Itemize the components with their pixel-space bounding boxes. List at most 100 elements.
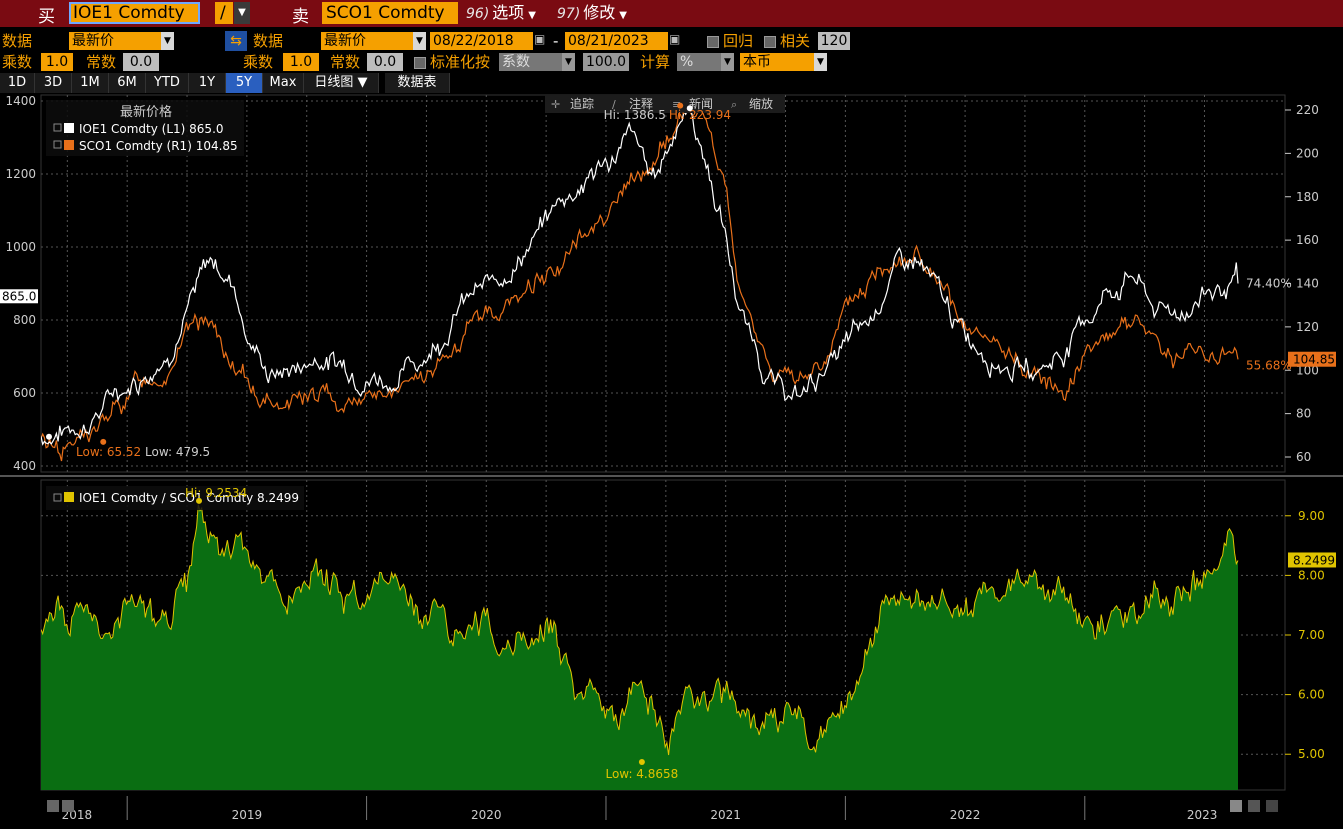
- ratio-legend: [46, 486, 304, 510]
- chart-tools-bar: [545, 95, 785, 113]
- right-tick-label: 120: [1296, 320, 1319, 334]
- legend-expand-icon[interactable]: [53, 493, 62, 502]
- scroll-left-icon[interactable]: [62, 800, 74, 812]
- left-last-value: 865.0: [2, 289, 36, 303]
- ioe-change-label: 74.40%: [1246, 277, 1292, 291]
- calculate-dropdown[interactable]: % ▼: [677, 53, 734, 71]
- right-last-badge: 104.85: [1288, 351, 1336, 367]
- data2-dropdown-value: 最新价: [324, 33, 366, 49]
- ratio-low-label: Low: 4.8658: [605, 767, 678, 781]
- normalize-value-input[interactable]: 100.0: [583, 53, 629, 71]
- chevron-down-icon: ▼: [619, 10, 627, 21]
- calendar-icon[interactable]: ▣: [669, 32, 681, 46]
- tab-1d[interactable]: 1D: [0, 73, 35, 93]
- sco-change-label: 55.68%: [1246, 358, 1292, 372]
- scroll-right-icon[interactable]: [1230, 800, 1242, 812]
- tab-6m[interactable]: 6M: [109, 73, 146, 93]
- normalize-label: 标准化按: [430, 53, 491, 71]
- swap-icon[interactable]: ⇆: [225, 31, 247, 51]
- legend-expand-icon[interactable]: [53, 123, 62, 132]
- data2-dropdown[interactable]: 最新价 ▼: [321, 32, 426, 50]
- sco-high-label: Hi: 223.94: [669, 108, 731, 122]
- security-toolbar: 买 IOE1 Comdty / ▼ 卖 SCO1 Comdty 96) 选项 ▼ 9…: [0, 0, 1343, 27]
- edit-menu[interactable]: 97) 修改 ▼: [557, 2, 627, 24]
- x-tick-label: 2020: [471, 808, 502, 822]
- tool-news[interactable]: 新闻: [689, 96, 713, 111]
- sco-low-label: Low: 65.52: [76, 445, 141, 459]
- right-tick-label: 160: [1296, 233, 1319, 247]
- date-separator: -: [553, 32, 559, 50]
- legend-ratio[interactable]: IOE1 Comdty / SCO1 Comdty 8.2499: [79, 491, 299, 505]
- end-date-field[interactable]: 08/21/2023: [565, 32, 668, 50]
- ratio-tick-label: 6.00: [1298, 688, 1325, 702]
- options-menu-number: 96): [466, 6, 490, 22]
- sell-label: 卖: [292, 7, 309, 27]
- operator-field[interactable]: /: [215, 2, 233, 24]
- chevron-down-icon: ▼: [562, 53, 575, 71]
- legend-swatch-sco: [64, 140, 74, 150]
- scroll-end-icon[interactable]: [1248, 800, 1260, 812]
- right-tick-label: 80: [1296, 407, 1311, 421]
- tab-ytd[interactable]: YTD: [146, 73, 189, 93]
- scroll-start-icon[interactable]: [47, 800, 59, 812]
- legend-expand-icon[interactable]: [53, 140, 62, 149]
- options-menu[interactable]: 96) 选项 ▼: [466, 2, 536, 24]
- legend-ioe[interactable]: IOE1 Comdty (L1) 865.0: [79, 122, 224, 136]
- multiplier2-input[interactable]: 1.0: [283, 53, 319, 71]
- pencil-icon: ∕: [612, 98, 616, 111]
- right-tick-label: 200: [1296, 146, 1319, 160]
- tool-track[interactable]: 追踪: [570, 96, 594, 111]
- ratio-area: [41, 504, 1238, 790]
- normalize-checkbox[interactable]: [414, 57, 426, 69]
- ratio-low-marker: [638, 758, 645, 765]
- legend-sco[interactable]: SCO1 Comdty (R1) 104.85: [79, 139, 238, 153]
- chevron-down-icon: ▼: [721, 53, 734, 71]
- calculate-label: 计算: [640, 53, 671, 71]
- multiplier-input[interactable]: 1.0: [41, 53, 73, 71]
- data-table-button[interactable]: 数据表: [385, 73, 450, 93]
- tab-1m[interactable]: 1M: [72, 73, 109, 93]
- buy-security-input[interactable]: IOE1 Comdty: [69, 2, 200, 24]
- ratio-high-marker: [196, 497, 203, 504]
- chart-type-dropdown[interactable]: 日线图 ▼: [304, 73, 379, 93]
- currency-dropdown[interactable]: 本币 ▼: [740, 53, 827, 71]
- currency-dropdown-value: 本币: [743, 54, 771, 70]
- tab-5y[interactable]: 5Y: [226, 73, 263, 93]
- calendar-icon[interactable]: ▣: [534, 32, 546, 46]
- constant2-input[interactable]: 0.0: [367, 53, 403, 71]
- price-series: [41, 102, 1239, 462]
- x-tick-label: 2022: [950, 808, 981, 822]
- operator-dropdown-icon[interactable]: ▼: [234, 2, 250, 24]
- constant-label: 常数: [86, 53, 117, 71]
- constant-input[interactable]: 0.0: [123, 53, 159, 71]
- tab-1y[interactable]: 1Y: [189, 73, 226, 93]
- legend-title: 最新价格: [120, 104, 172, 120]
- data2-label: 数据: [253, 32, 284, 50]
- left-tick-label: 1200: [5, 167, 36, 181]
- calculate-dropdown-value: %: [680, 54, 694, 70]
- chevron-down-icon: ▼: [814, 53, 827, 71]
- ioe-low-marker: [46, 433, 52, 440]
- data-dropdown[interactable]: 最新价 ▼: [69, 32, 174, 50]
- scroll-reset-icon[interactable]: [1266, 800, 1278, 812]
- tab-max[interactable]: Max: [263, 73, 304, 93]
- right-tick-label: 100: [1296, 363, 1319, 377]
- sell-security-input[interactable]: SCO1 Comdty: [322, 2, 458, 24]
- regress-checkbox[interactable]: [707, 36, 719, 48]
- options-menu-label: 选项: [492, 3, 525, 22]
- correlation-period-input[interactable]: 120: [818, 32, 850, 50]
- ratio-series: [41, 504, 1239, 790]
- normalize-dropdown[interactable]: 系数 ▼: [499, 53, 575, 71]
- tool-zoom[interactable]: 缩放: [749, 96, 773, 111]
- sco-low-marker: [100, 438, 107, 445]
- tool-annotate[interactable]: 注释: [629, 96, 653, 111]
- chevron-down-icon: ▼: [161, 32, 174, 50]
- left-tick-label: 1000: [5, 240, 36, 254]
- ratio-series-line: [41, 504, 1239, 756]
- constant2-label: 常数: [330, 53, 361, 71]
- tab-3d[interactable]: 3D: [35, 73, 72, 93]
- start-date-field[interactable]: 08/22/2018: [430, 32, 533, 50]
- settings-row-1: 数据 最新价 ▼ ⇆ 数据 最新价 ▼ 08/22/2018 ▣ - 08/21/2…: [0, 31, 1343, 51]
- correlation-checkbox[interactable]: [764, 36, 776, 48]
